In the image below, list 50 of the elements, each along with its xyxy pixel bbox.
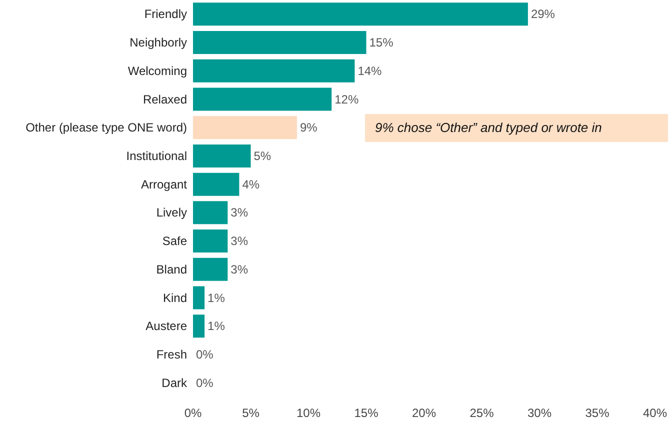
x-tick-label: 30%	[527, 406, 552, 420]
x-tick-label: 10%	[296, 406, 321, 420]
x-tick-label: 40%	[642, 406, 668, 420]
data-label: 5%	[254, 148, 272, 163]
data-label: 1%	[208, 319, 226, 334]
x-tick-label: 20%	[412, 406, 436, 420]
data-label: 0%	[196, 347, 214, 362]
y-tick-label: Austere	[146, 319, 188, 334]
data-label: 12%	[334, 92, 359, 106]
bar	[193, 88, 332, 111]
data-label: 14%	[358, 64, 382, 78]
bar	[193, 31, 366, 54]
bar	[193, 286, 205, 310]
y-tick-label: Dark	[162, 376, 188, 390]
y-tick-label: Bland	[156, 262, 187, 276]
data-label: 29%	[530, 7, 556, 22]
bar	[193, 258, 228, 281]
data-label: 9%	[300, 120, 318, 135]
x-tick-label: 5%	[242, 406, 260, 420]
bar	[193, 59, 355, 82]
y-tick-label: Friendly	[144, 7, 187, 22]
y-tick-label: Neighborly	[130, 36, 187, 50]
bar	[193, 201, 228, 224]
bar	[193, 2, 528, 26]
y-tick-label: Welcoming	[128, 64, 187, 78]
data-label: 15%	[369, 36, 394, 50]
y-tick-label: Other (please type ONE word)	[26, 120, 187, 135]
bar	[193, 314, 205, 338]
x-tick-label: 0%	[184, 406, 202, 420]
y-tick-label: Institutional	[126, 148, 187, 163]
data-label: 1%	[208, 290, 226, 305]
data-label: 4%	[242, 177, 260, 192]
bar	[193, 144, 251, 168]
data-label: 3%	[230, 234, 248, 248]
y-tick-label: Fresh	[156, 347, 187, 362]
annotation: 9% chose “Other” and typed or wrote in	[375, 120, 602, 135]
y-tick-label: Safe	[162, 234, 188, 248]
bar	[193, 230, 228, 253]
x-tick-label: 35%	[585, 406, 610, 420]
x-tick-label: 25%	[470, 406, 494, 420]
y-tick-label: Arrogant	[140, 177, 188, 192]
bar	[193, 172, 240, 196]
y-tick-label: Relaxed	[142, 92, 187, 106]
data-label: 3%	[230, 206, 248, 220]
x-tick-label: 15%	[354, 406, 379, 420]
bar	[193, 116, 297, 140]
data-label: 0%	[196, 376, 214, 390]
data-label: 3%	[230, 262, 248, 276]
y-tick-label: Kind	[162, 290, 187, 305]
y-tick-label: Lively	[156, 206, 187, 220]
